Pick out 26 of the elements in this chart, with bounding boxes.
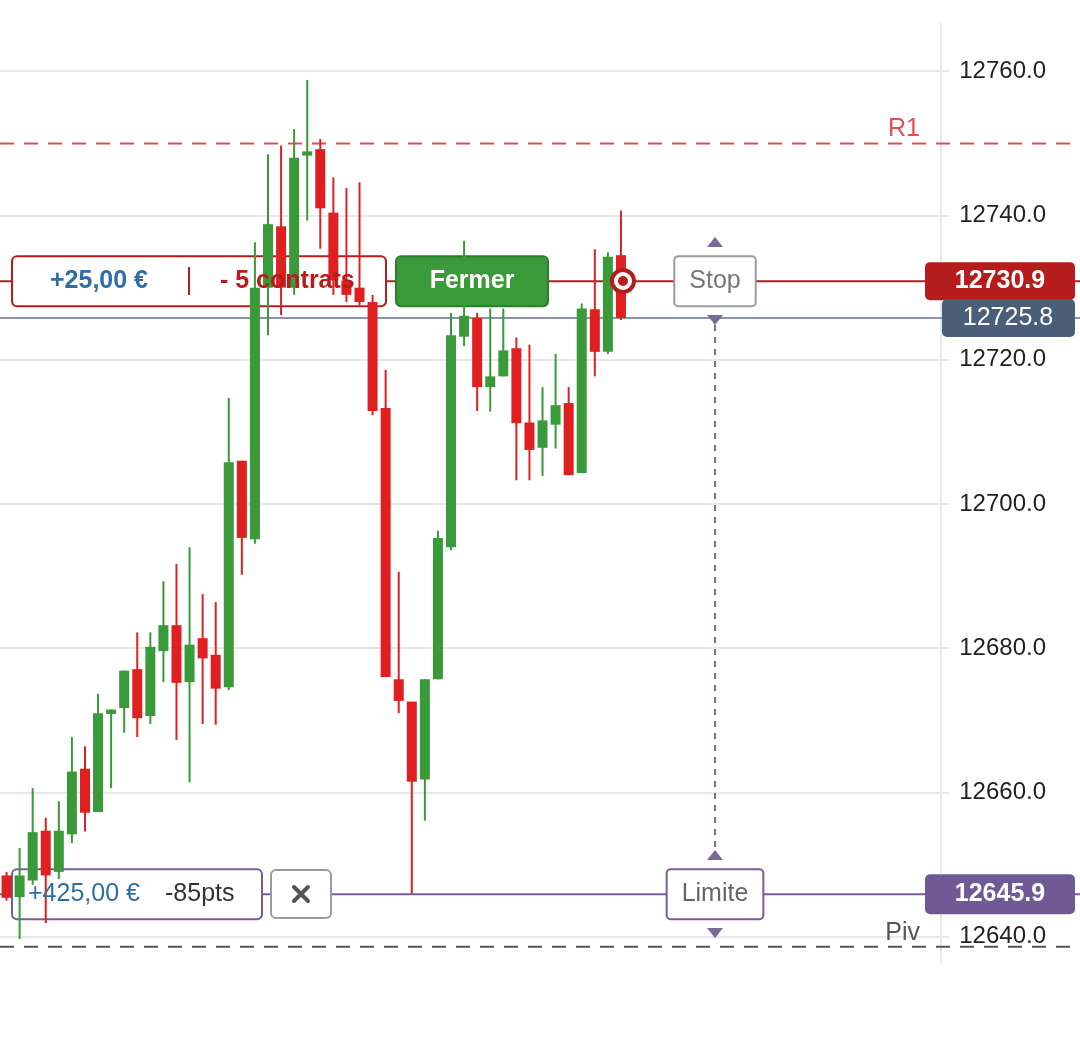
annotation: 12730.9 [954, 265, 1046, 294]
y-tick-label: 12680.0 [959, 632, 1047, 660]
candlestick [393, 570, 404, 715]
annotation: 12645.9 [954, 878, 1046, 907]
candlestick [197, 593, 208, 725]
candlestick [354, 181, 365, 307]
annotation: Fermer [429, 265, 515, 294]
ref-line-label: Stop [689, 265, 741, 294]
candlestick [14, 847, 25, 940]
candlestick [485, 307, 496, 413]
ref-line-label: Piv [885, 916, 921, 945]
candlestick [1, 870, 12, 902]
candlestick [106, 708, 117, 790]
ref-line-label: R1 [888, 113, 920, 142]
annotation: 12725.8 [962, 301, 1054, 330]
y-tick-label: 12660.0 [959, 777, 1047, 805]
candlestick [550, 353, 561, 450]
y-tick-label: 12740.0 [959, 200, 1047, 228]
annotation: +25,00 € [50, 265, 149, 294]
annotation: -85pts [165, 878, 235, 907]
y-tick-label: 12760.0 [959, 55, 1047, 83]
y-tick-label: 12700.0 [959, 488, 1047, 516]
ref-line-label: Limite [681, 878, 749, 907]
candlestick [302, 78, 313, 222]
y-tick-label: 12720.0 [959, 344, 1047, 372]
y-tick-label: 12640.0 [959, 921, 1047, 949]
